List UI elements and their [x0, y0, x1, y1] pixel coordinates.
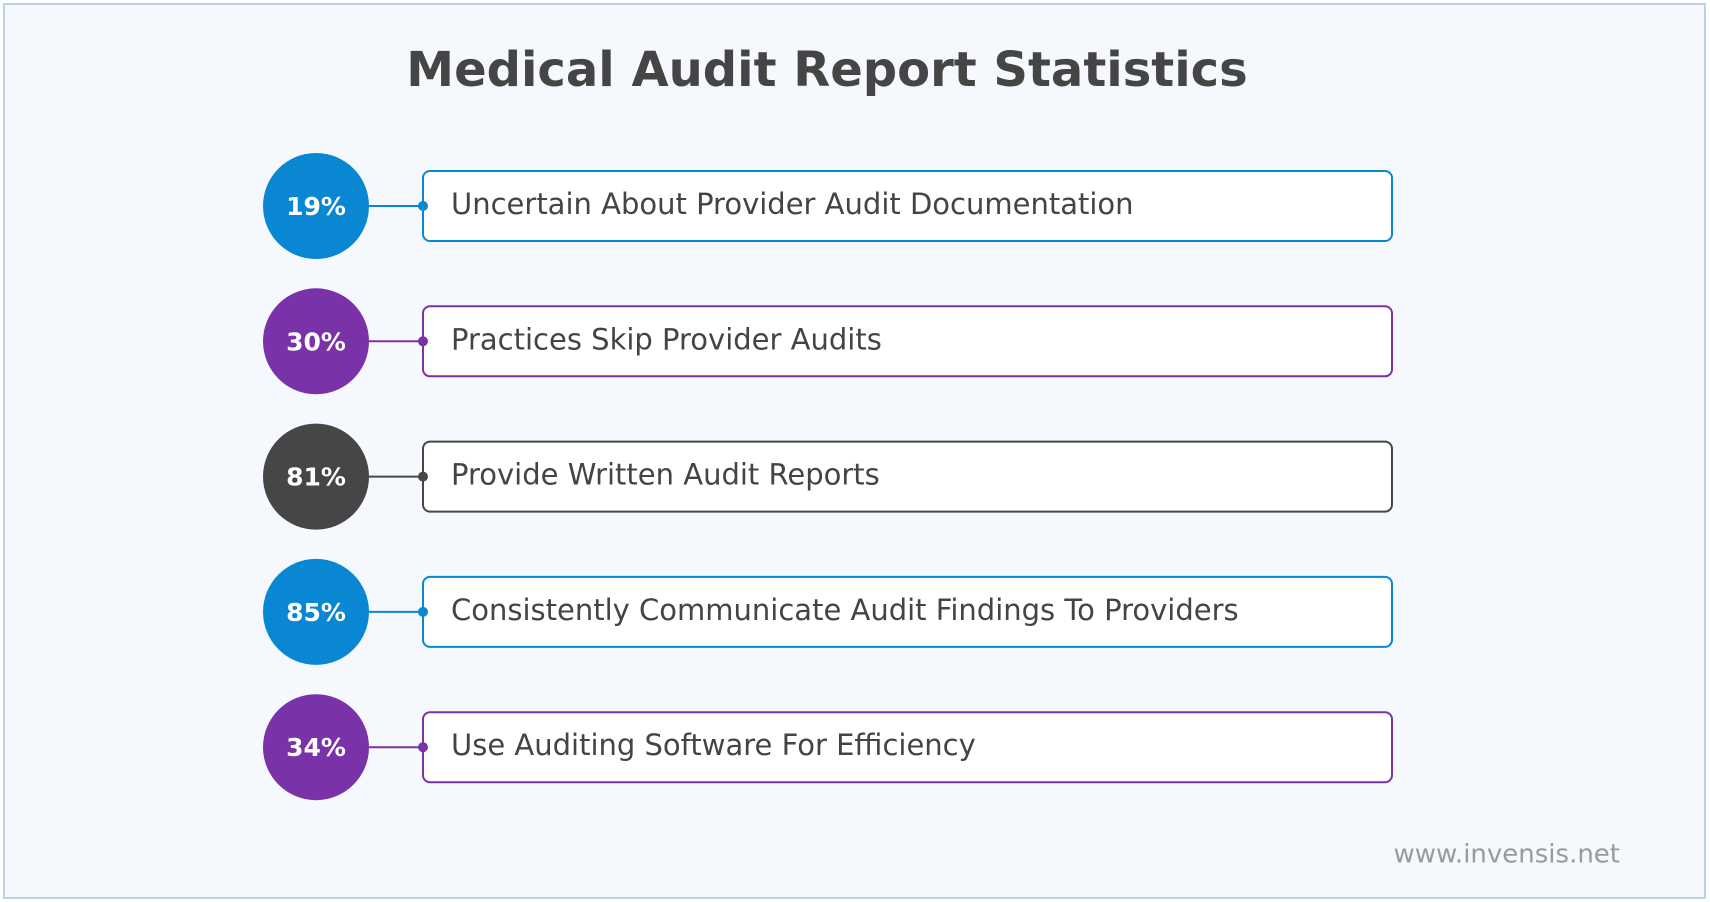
- value: 30%: [286, 327, 346, 356]
- value: 85%: [286, 598, 346, 627]
- label: Use Auditing Software For Efficiency: [451, 728, 976, 762]
- label: Consistently Communicate Audit Findings …: [451, 593, 1239, 627]
- connector-dot: [418, 201, 428, 211]
- value-circle: [263, 288, 369, 395]
- footer: www.invensis.net: [1394, 840, 1620, 870]
- label: Provide Written Audit Reports: [451, 458, 880, 492]
- value: 34%: [286, 733, 346, 762]
- connector-dot: [418, 742, 428, 753]
- value: 19%: [286, 192, 346, 221]
- rows: 19% Uncertain About Provider Audit Docume…: [263, 153, 1393, 801]
- value-circle: [263, 423, 369, 530]
- connector-dot: [418, 606, 428, 617]
- value: 81%: [286, 463, 346, 492]
- connector-dot: [418, 471, 428, 482]
- value-circle: [263, 153, 369, 259]
- label: Practices Skip Provider Audits: [451, 322, 882, 356]
- title: Medical Audit Report Statistics: [406, 42, 1247, 98]
- value-circle: [263, 558, 369, 665]
- connector-dot: [418, 336, 428, 347]
- value-circle: [263, 694, 369, 801]
- label: Uncertain About Provider Audit Documenta…: [451, 187, 1134, 221]
